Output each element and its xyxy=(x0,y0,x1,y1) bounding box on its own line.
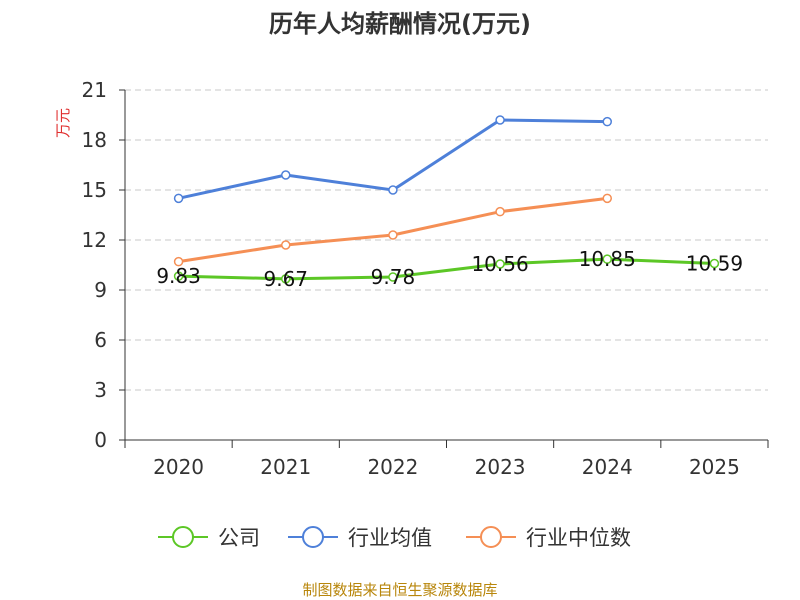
x-tick-label: 2020 xyxy=(153,455,204,479)
data-point xyxy=(173,256,184,267)
data-label: 10.59 xyxy=(686,252,743,276)
legend-item-行业均值: 行业均值 xyxy=(288,526,432,550)
y-tick-label: 18 xyxy=(82,128,107,152)
data-point xyxy=(173,271,184,281)
series-行业中位数 xyxy=(173,193,612,267)
y-tick-label: 0 xyxy=(94,428,107,452)
data-point xyxy=(495,206,505,217)
data-label: 10.56 xyxy=(471,252,528,276)
y-tick-labels: 0 3 6 9 12 15 18 21 xyxy=(82,78,107,452)
x-tick-label: 2022 xyxy=(367,455,418,479)
legend-item-行业中位数: 行业中位数 xyxy=(466,526,631,550)
data-point xyxy=(388,230,398,240)
x-tick-label: 2024 xyxy=(582,455,633,479)
data-point xyxy=(388,185,398,195)
data-point xyxy=(602,116,612,127)
data-point xyxy=(495,115,505,125)
series-行业均值 xyxy=(173,115,612,204)
data-point xyxy=(495,259,505,269)
y-tick-label: 3 xyxy=(94,378,107,402)
y-axis-label: 万元 xyxy=(54,108,72,138)
data-point xyxy=(602,254,612,264)
series-line xyxy=(178,257,715,281)
data-label: 9.78 xyxy=(371,265,416,289)
data-label: 10.85 xyxy=(579,247,636,271)
y-tick-label: 6 xyxy=(94,328,107,352)
legend-item-公司: 公司 xyxy=(158,526,260,550)
data-point xyxy=(602,193,612,204)
data-point xyxy=(388,272,398,282)
data-point xyxy=(281,240,291,250)
legend-label: 行业中位数 xyxy=(526,526,631,550)
x-tick-label: 2021 xyxy=(260,455,311,479)
x-tick-label: 2023 xyxy=(475,455,526,479)
data-point xyxy=(173,193,184,204)
axes xyxy=(119,89,769,448)
data-point xyxy=(709,258,720,269)
legend-marker xyxy=(172,526,194,548)
data-point xyxy=(281,274,291,284)
y-tick-label: 12 xyxy=(82,228,107,252)
data-point xyxy=(281,170,291,180)
source-note: 制图数据来自恒生聚源数据库 xyxy=(302,581,497,599)
x-tick-labels: 2020 2021 2022 2023 2024 2025 xyxy=(153,455,740,479)
gridlines xyxy=(125,89,768,391)
series-公司 xyxy=(173,254,720,284)
legend-marker xyxy=(302,526,324,548)
x-tick-label: 2025 xyxy=(689,455,740,479)
y-tick-label: 15 xyxy=(82,178,107,202)
legend-label: 行业均值 xyxy=(348,526,432,550)
chart-title: 历年人均薪酬情况(万元) xyxy=(269,10,531,38)
series-line xyxy=(178,196,608,264)
y-tick-label: 9 xyxy=(94,278,107,302)
data-labels: 9.83 9.67 9.78 10.56 10.85 10.59 xyxy=(156,247,743,291)
data-label: 9.67 xyxy=(263,267,308,291)
data-label: 9.83 xyxy=(156,264,201,288)
legend-label: 公司 xyxy=(218,526,260,550)
legend: 公司 行业均值 行业中位数 xyxy=(158,526,631,550)
legend-marker xyxy=(480,526,502,548)
y-tick-label: 21 xyxy=(82,78,107,102)
series-group xyxy=(173,115,720,284)
